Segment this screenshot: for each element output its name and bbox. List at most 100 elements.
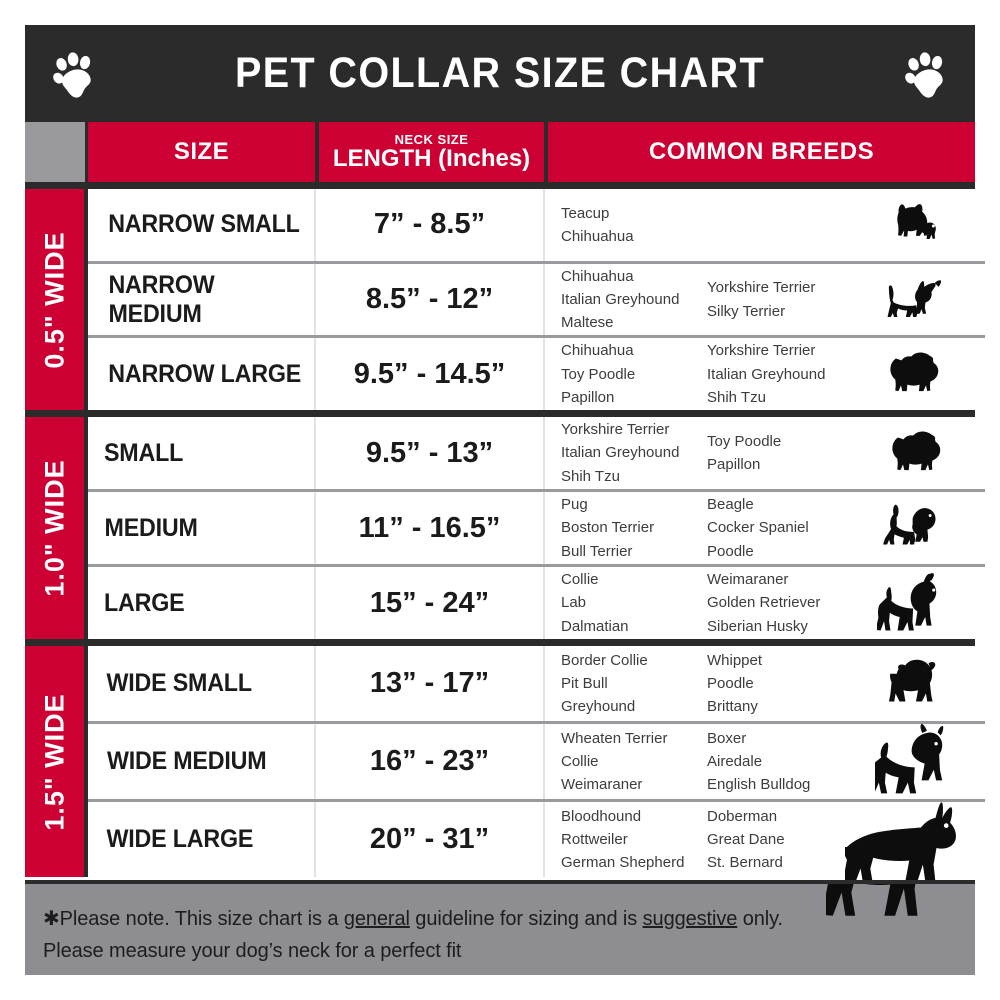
cell-length: 15” - 24” — [316, 567, 545, 639]
column-header-length: NECK SIZE LENGTH (Inches) — [319, 122, 548, 182]
cell-size: NARROW SMALL — [88, 189, 316, 261]
footer-text-c: only. — [737, 908, 783, 930]
breed-item: Dalmatian — [561, 617, 629, 635]
breed-item: Wheaten Terrier — [561, 729, 668, 747]
cell-size: WIDE SMALL — [88, 646, 316, 721]
footer-note: ✱Please note. This size chart is a gener… — [25, 880, 975, 975]
table-row[interactable]: WIDE LARGE 20” - 31” Bloodhound Rottweil… — [88, 802, 985, 892]
breed-item: Poodle — [707, 542, 754, 560]
footer-line-2: Please measure your dog’s neck for a per… — [43, 940, 462, 963]
breed-item: Chihuahua — [561, 342, 634, 360]
size-group-standard: 1.0" WIDE SMALL 9.5” - 13” Yorkshire Ter… — [25, 410, 985, 639]
breed-list-col1: Yorkshire Terrier Italian Greyhound Shih… — [561, 418, 707, 488]
cell-length: 9.5” - 13” — [316, 417, 545, 489]
cell-length: 16” - 23” — [316, 724, 545, 799]
cell-breeds: Collie Lab Dalmatian Weimaraner Golden R… — [545, 567, 867, 639]
footer-text-b: guideline for sizing and is — [409, 908, 643, 930]
table-row[interactable]: NARROW LARGE 9.5” - 14.5” Chihuahua Toy … — [88, 338, 985, 411]
cell-breeds: Pug Boston Terrier Bull Terrier Beagle C… — [545, 492, 867, 564]
breed-item: Silky Terrier — [707, 302, 786, 320]
breed-item: Bull Terrier — [561, 542, 633, 560]
breed-item: Weimaraner — [561, 776, 643, 794]
cell-size: LARGE — [88, 567, 316, 639]
breed-item: Siberian Husky — [707, 617, 808, 635]
breed-item: Airedale — [707, 752, 763, 770]
group-label-1-0-wide: 1.0" WIDE — [25, 417, 88, 639]
table-row[interactable]: NARROW MEDIUM 8.5” - 12” Chihuahua Itali… — [88, 263, 985, 339]
breed-list-col1: Pug Boston Terrier Bull Terrier — [561, 493, 707, 563]
table-row[interactable]: NARROW SMALL 7” - 8.5” Teacup Chihuahua — [88, 189, 985, 264]
page-title: PET COLLAR SIZE CHART — [234, 49, 766, 97]
cell-size: NARROW LARGE — [88, 338, 316, 411]
breed-item: Border Collie — [561, 651, 648, 669]
cell-length: 8.5” - 12” — [316, 263, 545, 336]
breed-list-col1: Wheaten Terrier Collie Weimaraner — [561, 727, 707, 797]
pomeranian-silhouette-icon — [867, 338, 985, 410]
breed-item: Papillon — [561, 388, 615, 406]
footer-underline-suggestive: suggestive — [642, 908, 738, 930]
breed-item: Toy Poodle — [561, 365, 636, 383]
yorkshire-terrier-silhouette-icon — [867, 189, 985, 261]
footer-text-a: ✱Please note. This size chart is a — [43, 908, 344, 930]
table-row[interactable]: SMALL 9.5” - 13” Yorkshire Terrier Itali… — [88, 417, 985, 492]
breed-item: Papillon — [707, 456, 761, 473]
breed-item: Toy Poodle — [707, 432, 782, 450]
breed-item: Chihuahua — [561, 227, 634, 245]
breed-item: Collie — [561, 752, 599, 770]
header-corner-cell — [25, 122, 88, 182]
cell-length: 7” - 8.5” — [316, 189, 545, 261]
breed-item: Rottweiler — [561, 830, 628, 848]
cell-size: WIDE LARGE — [88, 802, 316, 877]
breed-item: German Shepherd — [561, 854, 685, 872]
breed-list-col2: Beagle Cocker Spaniel Poodle — [707, 493, 867, 563]
breed-item: Yorkshire Terrier — [707, 279, 816, 297]
breed-list-col2: Toy Poodle Papillon — [707, 430, 867, 477]
cell-size: NARROW MEDIUM — [88, 263, 316, 336]
column-header-size: SIZE — [88, 122, 319, 182]
breed-item: Yorkshire Terrier — [561, 421, 670, 439]
breed-item: Shih Tzu — [707, 388, 766, 406]
breed-item: Teacup — [561, 204, 610, 222]
breed-item: Collie — [561, 571, 599, 589]
bulldog-silhouette-icon — [867, 646, 985, 721]
breed-item: Golden Retriever — [707, 594, 821, 612]
breed-item: Lab — [561, 594, 587, 612]
column-header-length-sup: NECK SIZE — [394, 131, 469, 147]
group-label-text: 1.0" WIDE — [39, 459, 69, 597]
chart-header-banner: PET COLLAR SIZE CHART — [25, 25, 975, 122]
footer-underline-general: general — [343, 908, 410, 930]
breed-item: Greyhound — [561, 698, 636, 716]
pug-silhouette-icon — [867, 492, 985, 564]
breed-list-col1: Collie Lab Dalmatian — [561, 568, 707, 638]
table-row[interactable]: WIDE MEDIUM 16” - 23” Wheaten Terrier Co… — [88, 723, 985, 802]
breed-list-col1: Border Collie Pit Bull Greyhound — [561, 649, 707, 719]
breed-list-col1: Teacup Chihuahua — [561, 202, 707, 249]
boxer-silhouette-icon — [867, 723, 985, 799]
chihuahua-silhouette-icon — [867, 264, 985, 336]
breed-list-col1: Chihuahua Toy Poodle Papillon — [561, 339, 707, 409]
size-table: SIZE NECK SIZE LENGTH (Inches) COMMON BR… — [25, 122, 985, 975]
cell-size: WIDE MEDIUM — [88, 724, 316, 799]
table-row[interactable]: WIDE SMALL 13” - 17” Border Collie Pit B… — [88, 646, 985, 724]
breed-item: English Bulldog — [707, 776, 811, 794]
breed-item: Boston Terrier — [561, 519, 655, 537]
breed-item: St. Bernard — [707, 854, 783, 872]
cell-length: 13” - 17” — [316, 646, 545, 721]
table-row[interactable]: MEDIUM 11” - 16.5” Pug Boston Terrier Bu… — [88, 492, 985, 567]
breed-item: Pug — [561, 496, 588, 514]
cell-breeds: Teacup Chihuahua — [545, 189, 867, 261]
breed-list-col2: Doberman Great Dane St. Bernard — [707, 805, 867, 875]
breed-item: Chihuahua — [561, 267, 634, 285]
retriever-silhouette-icon — [867, 567, 985, 639]
table-row[interactable]: LARGE 15” - 24” Collie Lab Dalmatian Wei… — [88, 567, 985, 639]
breed-item: Pit Bull — [561, 674, 608, 692]
table-header-row: SIZE NECK SIZE LENGTH (Inches) COMMON BR… — [25, 122, 975, 182]
cell-size: SMALL — [88, 417, 316, 489]
breed-list-col2: Yorkshire Terrier Italian Greyhound Shih… — [707, 339, 867, 409]
breed-list-col1: Chihuahua Italian Greyhound Maltese — [561, 265, 707, 335]
column-header-length-main: LENGTH (Inches) — [332, 145, 531, 173]
breed-item: Weimaraner — [707, 571, 789, 589]
breed-item: Italian Greyhound — [561, 444, 680, 462]
cell-breeds: Chihuahua Toy Poodle Papillon Yorkshire … — [545, 338, 867, 410]
cell-length: 20” - 31” — [316, 802, 545, 877]
